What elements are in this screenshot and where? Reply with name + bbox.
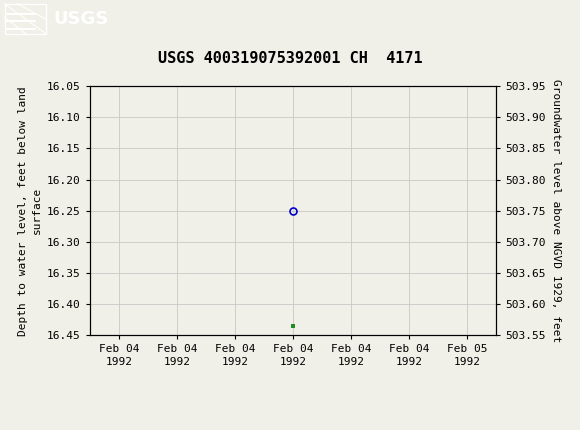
- Text: USGS 400319075392001 CH  4171: USGS 400319075392001 CH 4171: [158, 51, 422, 65]
- Text: USGS: USGS: [53, 10, 108, 28]
- Y-axis label: Groundwater level above NGVD 1929, feet: Groundwater level above NGVD 1929, feet: [551, 79, 561, 342]
- Y-axis label: Depth to water level, feet below land
surface: Depth to water level, feet below land su…: [19, 86, 42, 335]
